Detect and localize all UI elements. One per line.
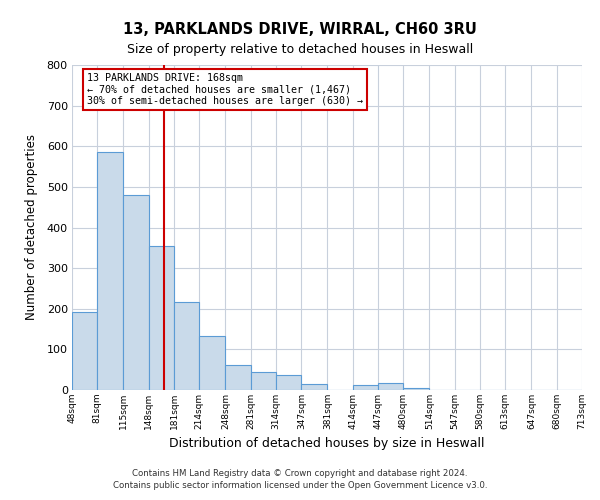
Bar <box>149 246 174 390</box>
Bar <box>378 382 403 390</box>
Text: Contains HM Land Registry data © Crown copyright and database right 2024.: Contains HM Land Registry data © Crown c… <box>132 469 468 478</box>
Bar <box>199 336 224 390</box>
Bar <box>226 365 251 390</box>
Bar <box>251 372 276 390</box>
Bar <box>72 312 97 390</box>
Bar <box>403 388 428 390</box>
Text: Contains public sector information licensed under the Open Government Licence v3: Contains public sector information licen… <box>113 480 487 490</box>
Bar <box>301 384 326 390</box>
Bar <box>124 195 149 390</box>
X-axis label: Distribution of detached houses by size in Heswall: Distribution of detached houses by size … <box>169 438 485 450</box>
Text: 13, PARKLANDS DRIVE, WIRRAL, CH60 3RU: 13, PARKLANDS DRIVE, WIRRAL, CH60 3RU <box>123 22 477 38</box>
Text: 13 PARKLANDS DRIVE: 168sqm
← 70% of detached houses are smaller (1,467)
30% of s: 13 PARKLANDS DRIVE: 168sqm ← 70% of deta… <box>88 73 364 106</box>
Bar <box>276 375 301 390</box>
Y-axis label: Number of detached properties: Number of detached properties <box>25 134 38 320</box>
Text: Size of property relative to detached houses in Heswall: Size of property relative to detached ho… <box>127 42 473 56</box>
Bar <box>97 152 122 390</box>
Bar <box>174 302 199 390</box>
Bar <box>353 384 378 390</box>
